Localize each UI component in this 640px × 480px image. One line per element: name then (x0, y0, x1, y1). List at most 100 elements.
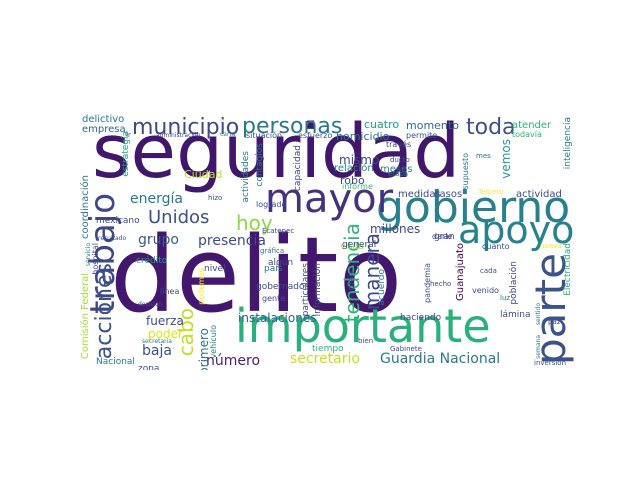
word-informacion: información (313, 263, 323, 317)
word-haciendo: haciendo (400, 313, 442, 323)
word-comision-federal: Comisión Federal (80, 273, 91, 360)
word-esfuerzo: esfuerzo (298, 131, 333, 140)
word-traves: través (386, 140, 412, 149)
word-coordinacion: coordinación (80, 175, 91, 239)
word-guardia-nacional: Guardia Nacional (380, 351, 501, 367)
word-paz: paz (548, 318, 561, 326)
word-importante: importante (235, 299, 491, 353)
word-sentido: sentido (535, 303, 542, 326)
word-delictivo: delictivo (82, 114, 125, 125)
word-capacidad: capacidad (293, 145, 303, 192)
word-decision: decisión (138, 301, 163, 308)
word-lamina: lámina (500, 310, 531, 320)
word-hecho: hecho (430, 280, 452, 288)
word-ducto: ducto (390, 156, 410, 164)
word-tiempo: tiempo (312, 344, 344, 354)
word-presencia: presencia (198, 233, 266, 249)
word-inversion: inversión (534, 359, 567, 367)
word-gran: gran (434, 232, 455, 242)
word-instalaciones: instalaciones (238, 311, 317, 325)
word-servicio: servicio (85, 243, 92, 267)
word-poder: poder (148, 327, 183, 341)
word-cuanto: cuanto (482, 242, 510, 251)
word-hoy: hoy (236, 211, 273, 235)
word-venido: venido (472, 286, 499, 295)
word-algun: algún (268, 258, 294, 268)
word-atender: atender (512, 120, 552, 131)
word-empresa: empresa (82, 124, 126, 135)
word-actividad: actividad (516, 189, 562, 200)
word-casos: casos (434, 189, 463, 200)
word-pais: país (264, 264, 283, 274)
word-personas: personas (242, 114, 343, 139)
word-todavia: todavía (512, 130, 542, 139)
word-resultado: resultado (98, 235, 127, 242)
word-luz: luz (500, 294, 511, 302)
word-medidas: medidas (398, 189, 441, 200)
word-mes: mes (476, 152, 491, 160)
word-delito: delito (110, 214, 403, 336)
word-nivel: nivel (204, 264, 226, 274)
word-informe: informe (342, 182, 373, 191)
word-visita: visita (340, 242, 365, 252)
word-zona: zona (138, 364, 160, 371)
word-gobernador: gobernador (256, 282, 309, 292)
word-homicidio: homicidio (336, 130, 390, 143)
word-credito: crédito (136, 256, 168, 266)
word-guanajuato: Guanajuato (455, 243, 466, 301)
word-permite: permite (406, 131, 438, 140)
word-acuerdo: acuerdo (377, 269, 387, 306)
word-gobierno: gobierno (376, 182, 571, 233)
word-supuesto: supuesto (461, 153, 470, 190)
word-podemos: podemos (197, 268, 206, 305)
word-inteligencia: inteligencia (563, 117, 573, 170)
word-energia: energía (130, 191, 183, 207)
word-linea: línea (160, 287, 180, 296)
word-ir: ir (126, 131, 131, 139)
word-cloud: seguridad delito importante gobierno may… (80, 113, 580, 370)
word-electricidad: Electricidad (563, 243, 573, 296)
word-meses: meses (380, 164, 413, 175)
word-momento: momento (406, 119, 459, 132)
word-robo: robo (340, 174, 365, 187)
word-relacion: relación (334, 163, 374, 174)
word-municipio: municipio (132, 115, 240, 140)
word-hospital: hospital (91, 243, 100, 275)
word-toda: toda (466, 115, 516, 140)
word-fuerza: fuerza (146, 314, 184, 328)
word-darle: darle (432, 232, 453, 241)
word-seguridad: seguridad (92, 113, 461, 195)
word-grafica: gráfica (260, 247, 285, 255)
word-mayor: mayor (265, 176, 394, 222)
word-etapa: etapa (388, 170, 409, 178)
word-plan: plan (347, 271, 357, 291)
word-grupo: grupo (138, 232, 179, 248)
word-logrado: logrado (256, 200, 287, 209)
word-numero: número (206, 353, 261, 369)
word-ecatepec: Ecatepec (262, 227, 295, 235)
word-acciones: acciones (92, 263, 117, 360)
word-poblacion: población (509, 261, 519, 305)
word-particulares: particulares (301, 263, 311, 317)
word-situacion: situación (246, 131, 283, 140)
word-millones: millones (370, 222, 421, 236)
word-gabinete: Gabinete (390, 345, 422, 353)
word-unidos: Unidos (148, 207, 210, 228)
word-cada: cada (480, 267, 497, 275)
word-carta: carta (220, 131, 236, 138)
word-secretaria: secretaria (142, 338, 172, 345)
word-mexicano: mexicano (96, 216, 140, 226)
word-contagios: contagios (255, 143, 265, 187)
word-bien: bien (358, 337, 374, 345)
word-general: general (342, 240, 377, 250)
word-cuatro: cuatro (364, 118, 400, 131)
word-ciudad: Ciudad (184, 168, 223, 181)
word-gente: gente (262, 294, 286, 303)
word-tercero: Tercero (478, 188, 504, 196)
word-administracion: administración (156, 132, 201, 139)
word-apoyo: apoyo (458, 208, 575, 252)
word-baja: baja (142, 343, 172, 359)
word-secretario: secretario (290, 351, 360, 367)
word-nueva: nueva (540, 242, 562, 250)
word-mismo: mismo (339, 153, 380, 167)
